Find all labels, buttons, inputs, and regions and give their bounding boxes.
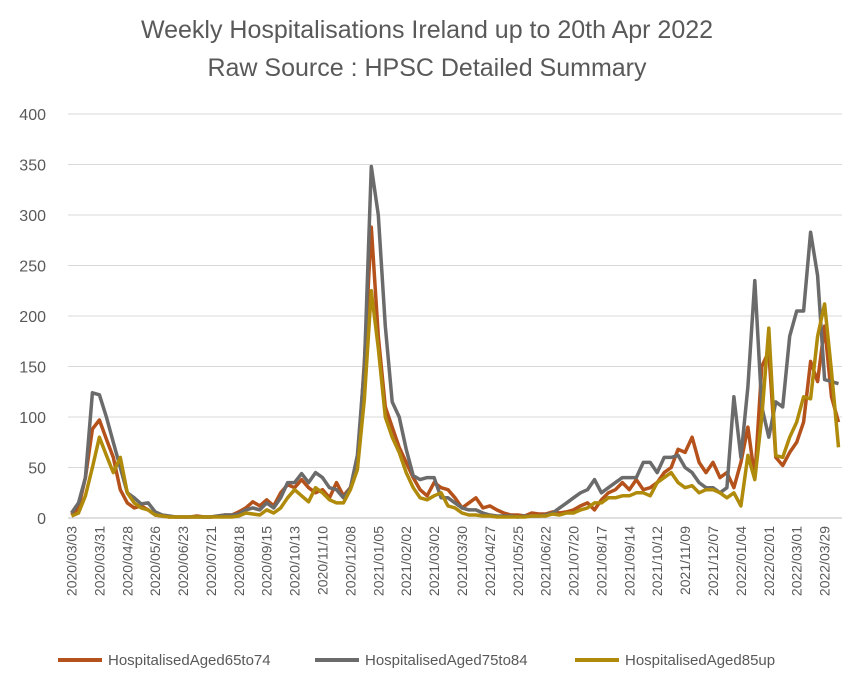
x-tick-label: 2020/03/03	[63, 526, 79, 596]
x-tick-label: 2021/02/02	[398, 526, 414, 596]
x-tick-label: 2021/09/14	[621, 526, 637, 596]
chart-subtitle: Raw Source : HPSC Detailed Summary	[207, 54, 647, 82]
x-tick-label: 2021/11/09	[677, 526, 693, 595]
x-tick-label: 2020/09/15	[259, 526, 275, 596]
legend-label: HospitalisedAged85up	[625, 652, 775, 669]
y-tick-label: 0	[37, 511, 46, 528]
legend-label: HospitalisedAged75to84	[365, 652, 528, 669]
x-tick-label: 2020/10/13	[287, 526, 303, 596]
x-tick-label: 2021/08/17	[593, 526, 609, 596]
x-tick-label: 2020/12/08	[342, 526, 358, 596]
x-tick-label: 2022/02/01	[761, 526, 777, 596]
x-tick-label: 2021/07/20	[566, 526, 582, 596]
series-line-0	[70, 225, 841, 519]
x-tick-label: 2021/03/30	[454, 526, 470, 596]
y-tick-label: 350	[19, 158, 46, 175]
chart-title: Weekly Hospitalisations Ireland up to 20…	[140, 16, 714, 44]
x-tick-label: 2020/06/23	[175, 526, 191, 596]
x-tick-label: 2020/03/31	[91, 526, 107, 596]
legend-label: HospitalisedAged65to74	[108, 652, 271, 669]
x-tick-label: 2020/04/28	[119, 526, 135, 596]
y-tick-label: 100	[19, 410, 46, 427]
x-tick-label: 2020/11/10	[315, 526, 331, 595]
x-tick-label: 2022/03/29	[817, 526, 833, 596]
x-tick-label: 2022/03/01	[789, 526, 805, 596]
y-tick-label: 200	[19, 309, 46, 326]
x-tick-label: 2021/05/25	[510, 526, 526, 596]
x-tick-label: 2021/10/12	[649, 526, 665, 596]
y-tick-label: 150	[19, 360, 46, 377]
x-tick-label: 2022/01/04	[733, 526, 749, 596]
x-tick-label: 2021/06/22	[538, 526, 554, 596]
x-tick-label: 2020/05/26	[147, 526, 163, 596]
series-line-2	[70, 289, 841, 519]
y-tick-label: 300	[19, 208, 46, 225]
y-tick-label: 50	[28, 461, 46, 478]
x-tick-label: 2021/04/27	[482, 526, 498, 596]
y-tick-label: 400	[19, 107, 46, 124]
x-tick-label: 2020/07/21	[203, 526, 219, 596]
y-tick-label: 250	[19, 259, 46, 276]
x-tick-label: 2020/08/18	[231, 526, 247, 596]
x-tick-label: 2021/01/05	[370, 526, 386, 596]
series-line-1	[70, 164, 840, 519]
x-tick-label: 2021/03/02	[426, 526, 442, 596]
x-tick-label: 2021/12/07	[705, 526, 721, 596]
